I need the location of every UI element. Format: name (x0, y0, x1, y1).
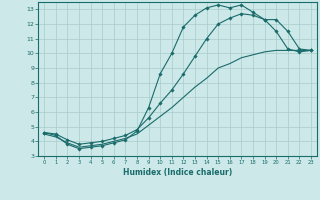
X-axis label: Humidex (Indice chaleur): Humidex (Indice chaleur) (123, 168, 232, 177)
